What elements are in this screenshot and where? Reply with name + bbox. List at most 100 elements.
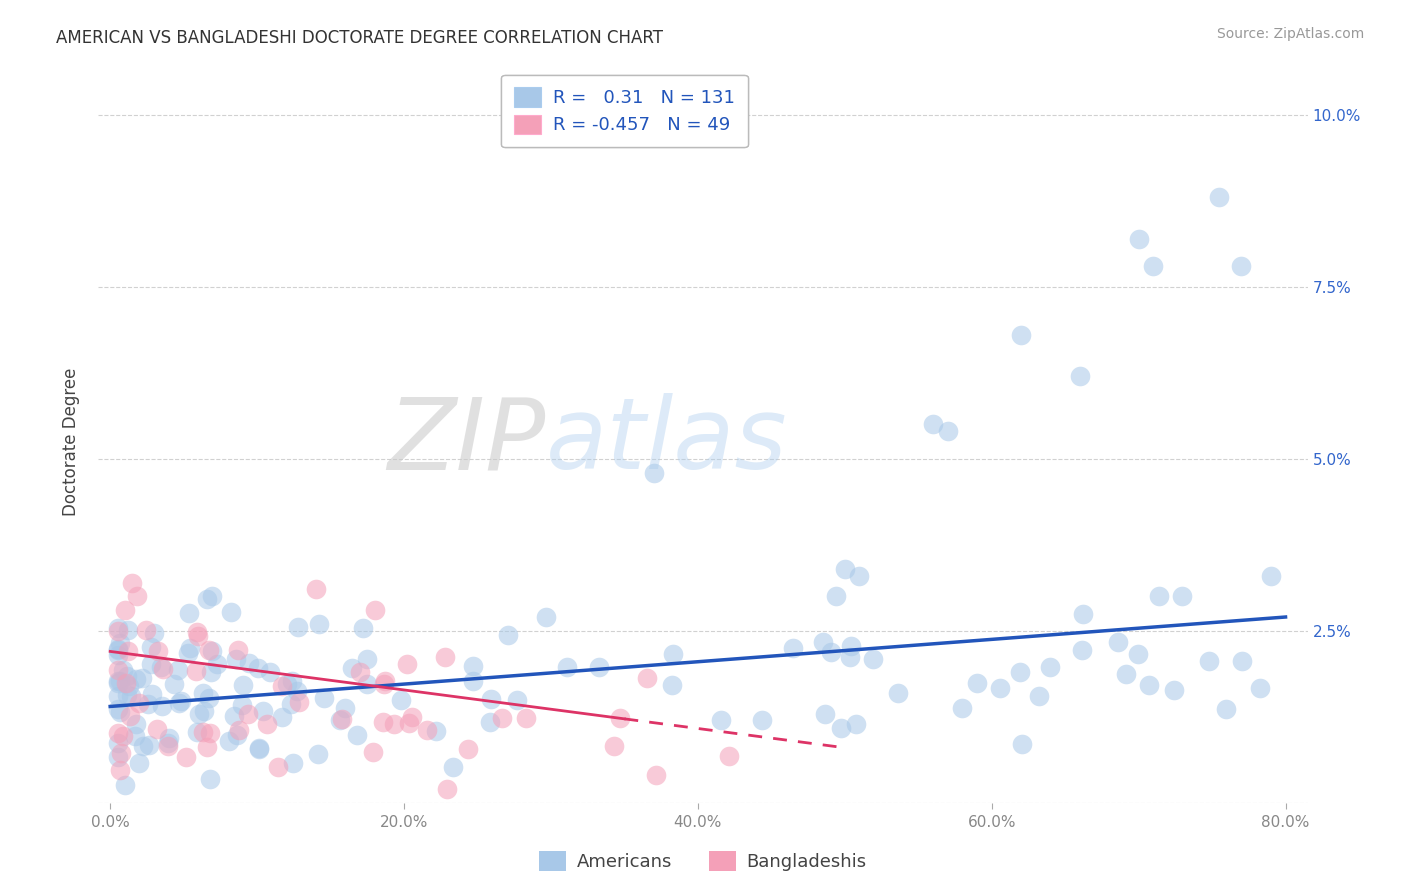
Point bbox=[515, 711, 537, 725]
Point bbox=[112, 729, 135, 743]
Point bbox=[110, 746, 132, 760]
Point bbox=[662, 647, 685, 661]
Point bbox=[163, 677, 186, 691]
Point bbox=[228, 723, 250, 737]
Point bbox=[479, 692, 502, 706]
Point bbox=[839, 639, 862, 653]
Point bbox=[1011, 737, 1033, 751]
Point bbox=[588, 660, 610, 674]
Point bbox=[198, 643, 221, 657]
Text: atlas: atlas bbox=[546, 393, 787, 490]
Point bbox=[131, 671, 153, 685]
Point bbox=[107, 750, 129, 764]
Point bbox=[107, 648, 129, 662]
Point bbox=[356, 677, 378, 691]
Point bbox=[830, 721, 852, 735]
Point bbox=[201, 644, 224, 658]
Point bbox=[1115, 666, 1137, 681]
Point bbox=[225, 652, 247, 666]
Point bbox=[118, 709, 141, 723]
Point bbox=[256, 716, 278, 731]
Point bbox=[820, 645, 842, 659]
Point bbox=[478, 714, 501, 729]
Point bbox=[602, 739, 624, 754]
Point bbox=[434, 649, 457, 664]
Point bbox=[1142, 259, 1164, 273]
Point bbox=[1208, 190, 1230, 204]
Point bbox=[1010, 665, 1032, 680]
Point bbox=[225, 728, 247, 742]
Point bbox=[636, 671, 658, 685]
Point bbox=[107, 624, 129, 638]
Point bbox=[457, 742, 479, 756]
Point bbox=[988, 681, 1011, 695]
Point bbox=[966, 676, 988, 690]
Point bbox=[169, 696, 191, 710]
Point bbox=[1028, 689, 1050, 703]
Point bbox=[146, 723, 169, 737]
Point bbox=[117, 624, 139, 638]
Point bbox=[862, 651, 884, 665]
Point bbox=[156, 739, 179, 753]
Point bbox=[110, 674, 132, 689]
Point bbox=[157, 736, 180, 750]
Point bbox=[395, 657, 418, 672]
Point bbox=[922, 417, 945, 432]
Point bbox=[246, 661, 269, 675]
Point bbox=[356, 651, 378, 665]
Point bbox=[270, 679, 292, 693]
Point bbox=[118, 679, 141, 693]
Point bbox=[1107, 635, 1129, 649]
Point bbox=[834, 562, 856, 576]
Legend: Americans, Bangladeshis: Americans, Bangladeshis bbox=[531, 844, 875, 879]
Point bbox=[247, 742, 270, 756]
Point bbox=[1230, 259, 1253, 273]
Point bbox=[136, 697, 159, 711]
Point bbox=[1069, 369, 1091, 384]
Point bbox=[363, 603, 385, 617]
Point bbox=[124, 729, 146, 743]
Point bbox=[845, 717, 868, 731]
Point bbox=[186, 725, 208, 739]
Point bbox=[436, 782, 458, 797]
Point bbox=[461, 674, 484, 689]
Point bbox=[193, 704, 215, 718]
Point bbox=[287, 620, 309, 634]
Point bbox=[114, 778, 136, 792]
Point bbox=[314, 690, 336, 705]
Point bbox=[330, 712, 353, 726]
Point bbox=[107, 676, 129, 690]
Point bbox=[352, 621, 374, 635]
Point bbox=[751, 713, 773, 727]
Point bbox=[107, 725, 129, 739]
Point bbox=[281, 756, 304, 770]
Point bbox=[198, 726, 221, 740]
Point bbox=[174, 749, 197, 764]
Point bbox=[177, 606, 200, 620]
Point bbox=[120, 689, 142, 703]
Point bbox=[305, 582, 328, 597]
Point bbox=[125, 590, 148, 604]
Point bbox=[824, 590, 846, 604]
Point bbox=[138, 738, 160, 752]
Point bbox=[1249, 681, 1271, 695]
Point bbox=[141, 687, 163, 701]
Point bbox=[186, 664, 208, 678]
Point bbox=[463, 659, 485, 673]
Point bbox=[150, 699, 173, 714]
Point bbox=[128, 756, 150, 771]
Point bbox=[110, 636, 132, 650]
Point bbox=[139, 657, 162, 672]
Point bbox=[280, 697, 302, 711]
Point bbox=[146, 643, 169, 657]
Point bbox=[848, 568, 870, 582]
Point bbox=[333, 701, 356, 715]
Point bbox=[361, 745, 384, 759]
Point bbox=[709, 714, 731, 728]
Point bbox=[281, 673, 304, 688]
Point bbox=[132, 739, 155, 753]
Point bbox=[247, 741, 270, 756]
Point bbox=[401, 710, 423, 724]
Point bbox=[219, 605, 242, 619]
Point bbox=[416, 723, 439, 737]
